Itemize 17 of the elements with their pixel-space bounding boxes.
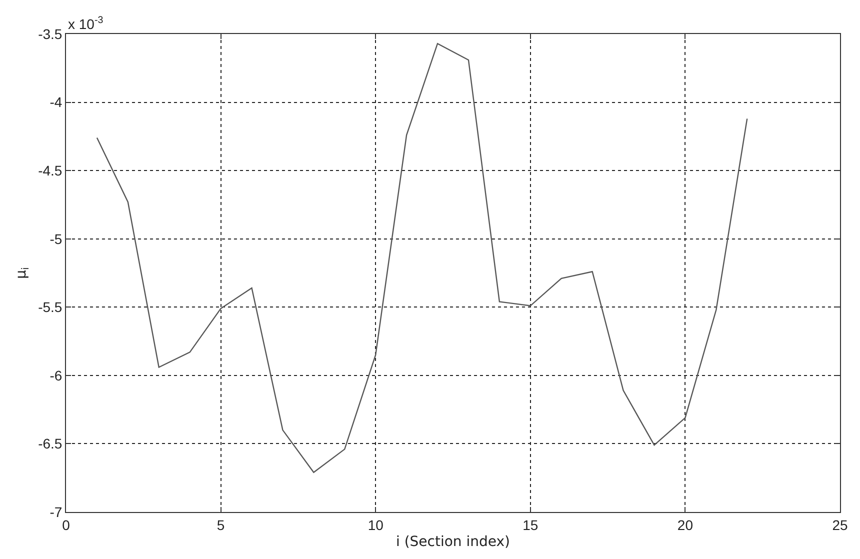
x-tick-label: 15: [522, 516, 538, 533]
x-axis-title: i (Section index): [396, 534, 510, 550]
x-tick-label: 5: [216, 516, 225, 533]
x-tick-label: 20: [677, 516, 694, 533]
y-tick-label: -7: [50, 504, 62, 520]
x-tick-label: 0: [62, 516, 70, 533]
y-tick-label: -5: [50, 230, 62, 247]
y-tick-label: -4.5: [38, 162, 62, 178]
y-tick-label: -4: [50, 94, 62, 110]
y-tick-label: -5.5: [38, 299, 62, 316]
x-tick-label: 25: [832, 516, 848, 533]
y-tick-label: -3.5: [38, 26, 62, 42]
text: x 10$^{-3}$: [68, 15, 104, 32]
y-tick-label: -6: [50, 367, 62, 384]
line-series: [96, 42, 748, 473]
x-tick-label: 10: [368, 516, 384, 533]
y-tick-label: -6.5: [38, 436, 62, 452]
